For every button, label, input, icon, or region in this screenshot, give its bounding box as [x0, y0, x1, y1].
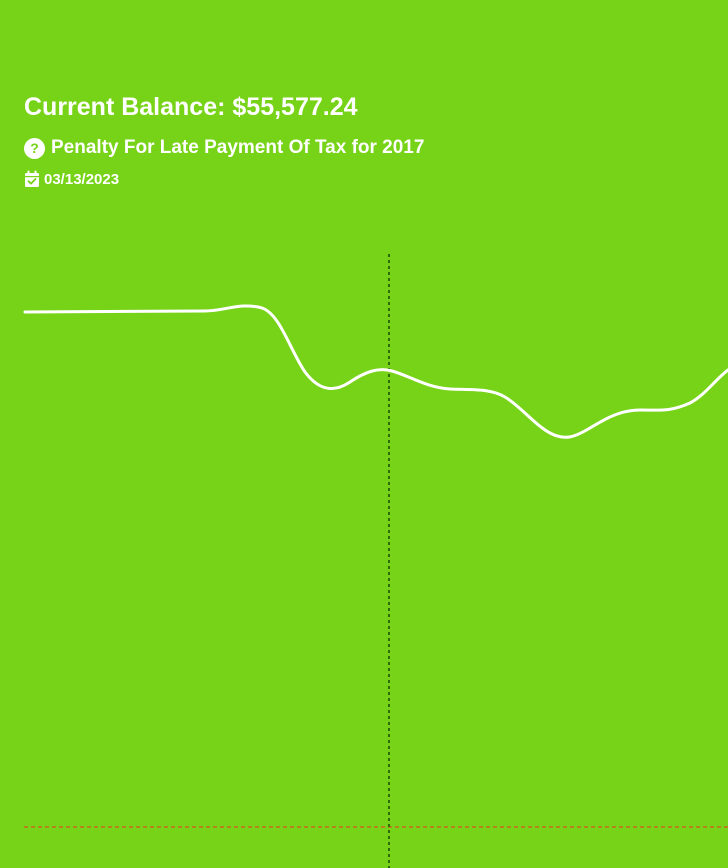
current-balance: Current Balance: $55,577.24: [24, 93, 358, 121]
transaction-date: 03/13/2023: [24, 170, 119, 188]
transaction-description-label: Penalty For Late Payment Of Tax for 2017: [51, 137, 425, 158]
question-circle-icon[interactable]: ?: [24, 137, 45, 159]
balance-line: [23, 304, 728, 439]
transaction-date-label: 03/13/2023: [44, 170, 120, 188]
calendar-check-icon: [25, 170, 39, 187]
transaction-description: ? Penalty For Late Payment Of Tax for 20…: [24, 137, 424, 159]
